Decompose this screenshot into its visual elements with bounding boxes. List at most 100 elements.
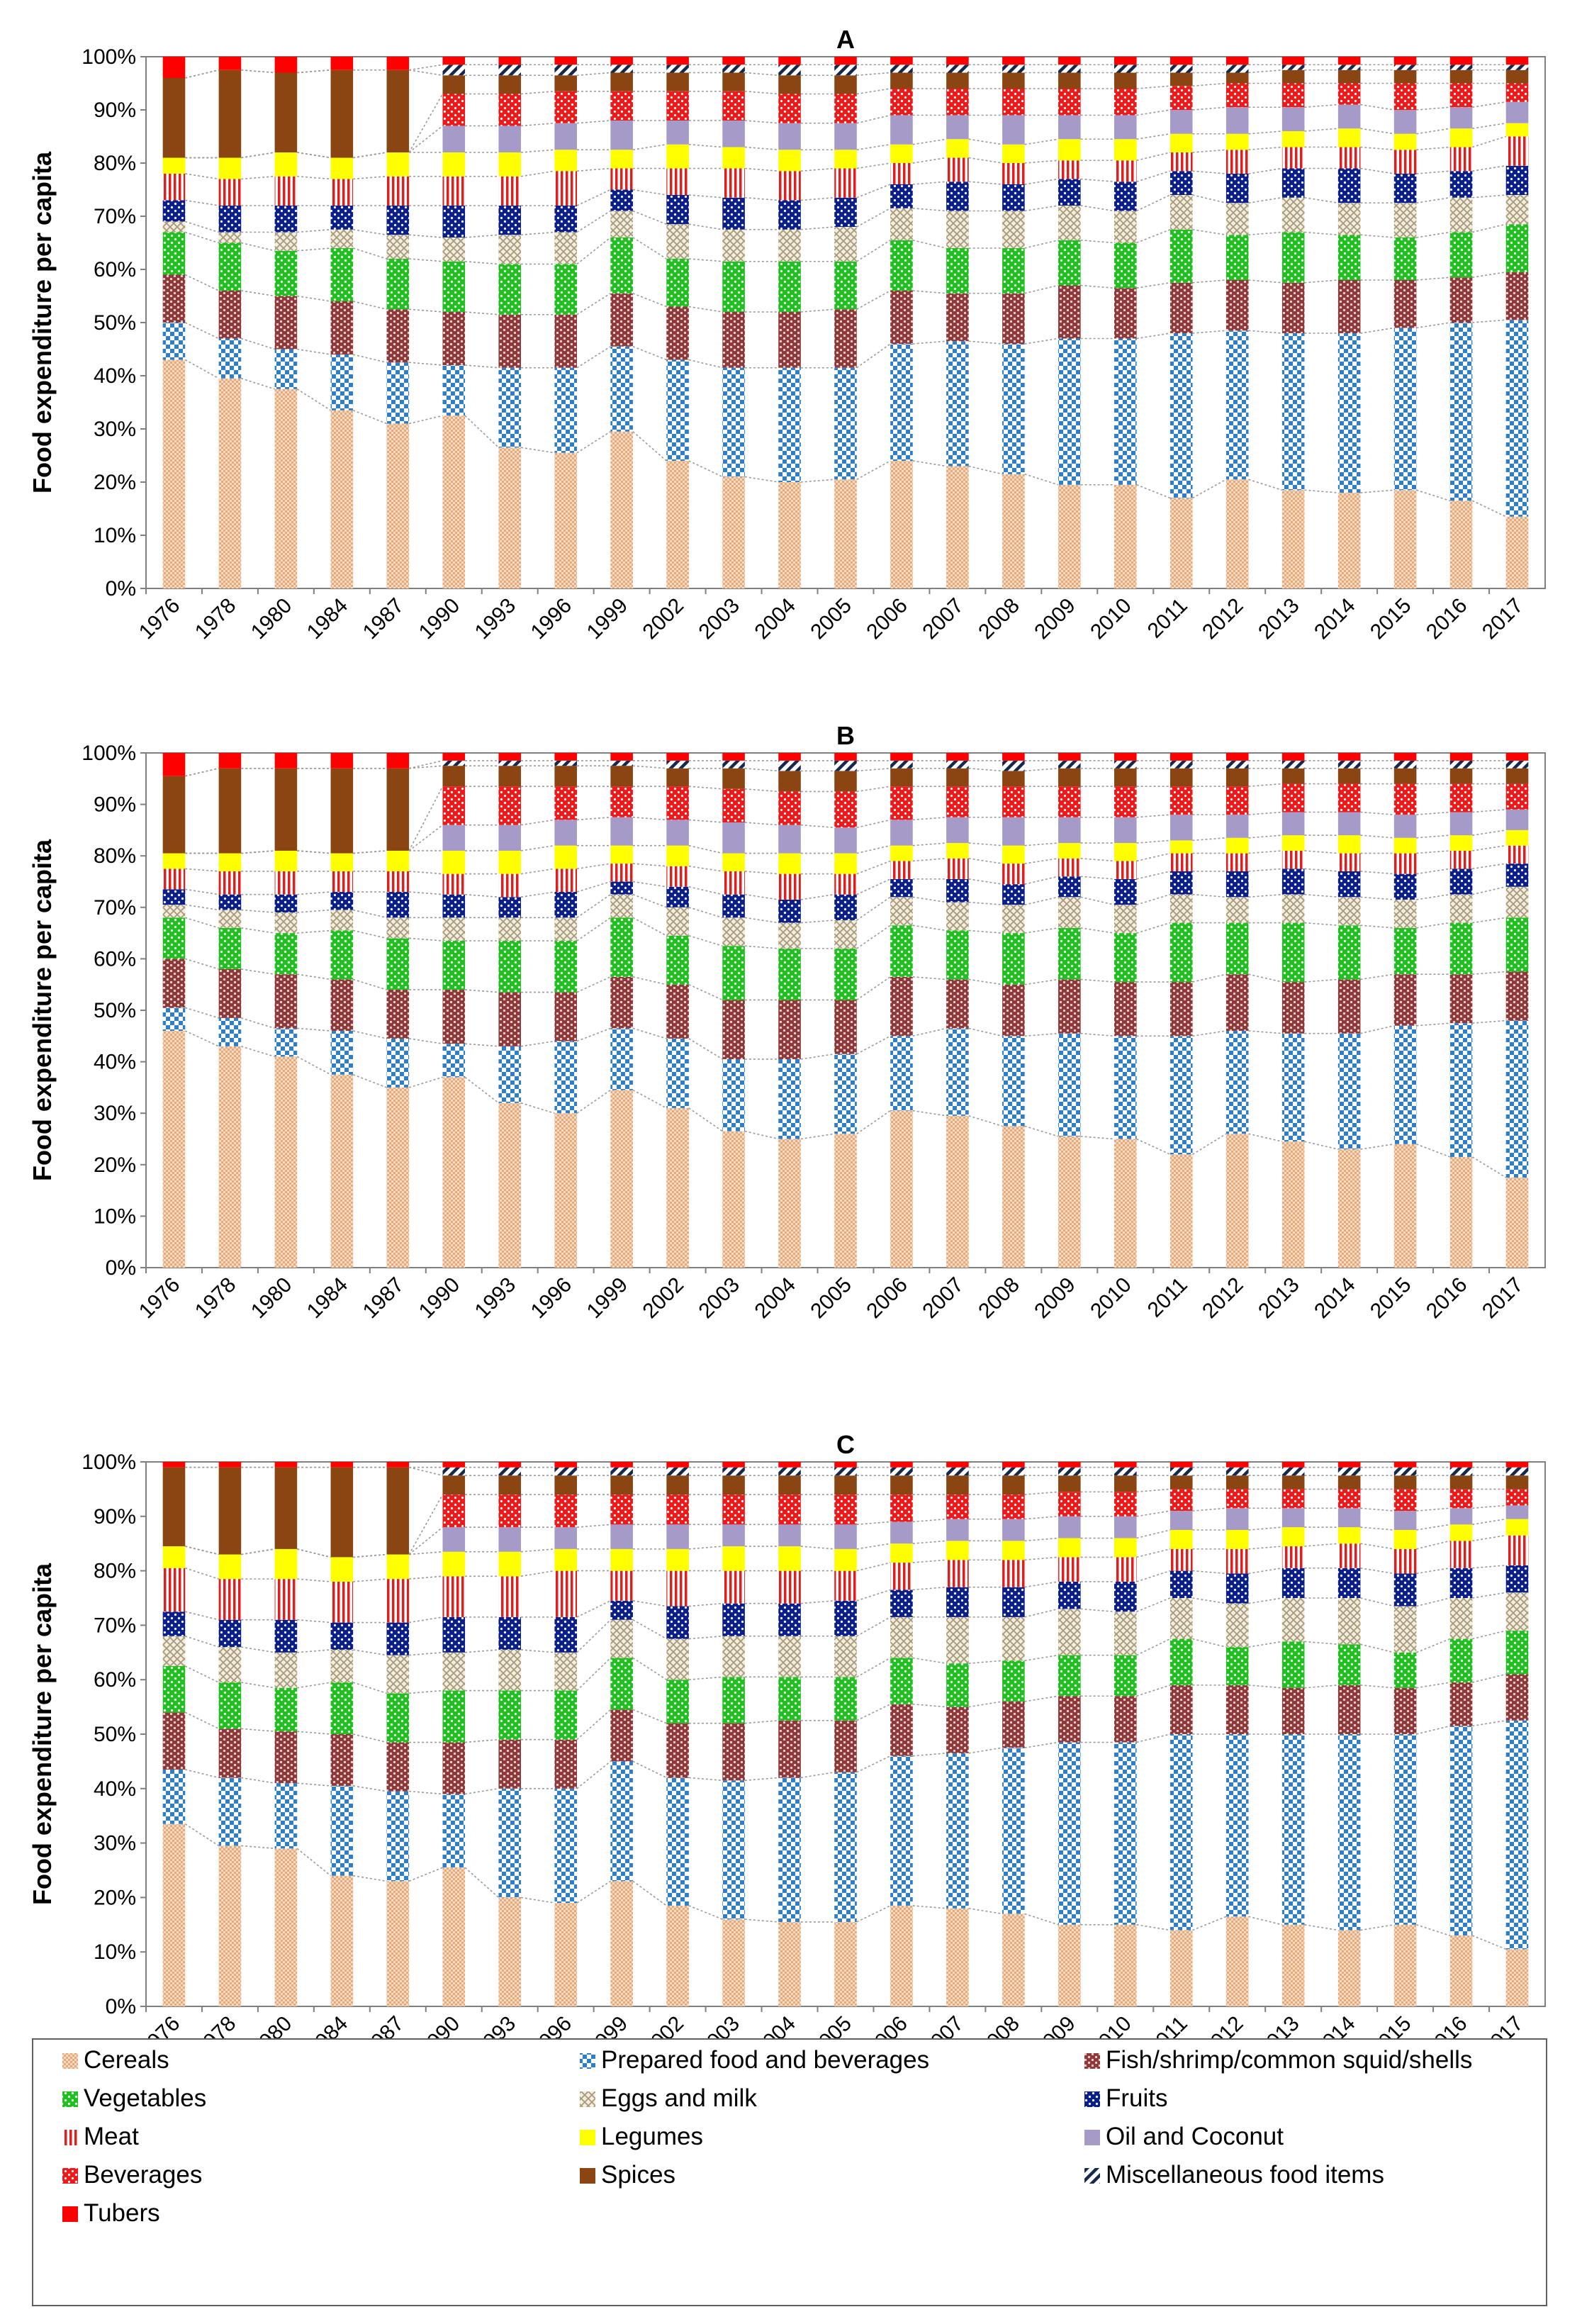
bar-segment-cereals — [610, 431, 633, 588]
bar-segment-meat — [1393, 1548, 1417, 1574]
bar-segment-cereals — [1225, 1916, 1249, 2006]
y-tick-label: 60% — [94, 1668, 136, 1692]
bar-segment-fish-shrimp-common-squid-shells — [946, 1706, 969, 1753]
bar-segment-beverages — [610, 786, 633, 817]
bar-segment-cereals — [1337, 493, 1361, 588]
bar-segment-vegetables — [1002, 933, 1025, 985]
bar-segment-prepared-food-and-beverages — [442, 1794, 466, 1868]
bar-segment-legumes — [1058, 843, 1081, 859]
bar-segment-vegetables — [1002, 1660, 1025, 1702]
bar-segment-miscellaneous-food-items — [442, 1467, 466, 1476]
bar-segment-spices — [1002, 1475, 1025, 1495]
bar-segment-legumes — [386, 850, 410, 871]
bar-segment-meat — [330, 1581, 354, 1623]
bar-segment-spices — [1169, 1475, 1193, 1490]
bar-segment-prepared-food-and-beverages — [1114, 1036, 1137, 1139]
bar-segment-spices — [1505, 69, 1529, 84]
bar-segment-fish-shrimp-common-squid-shells — [1337, 1685, 1361, 1734]
bar-segment-beverages — [1505, 783, 1529, 810]
bar-segment-eggs-and-milk — [1002, 905, 1025, 934]
bar-segment-fruits — [1337, 168, 1361, 203]
bar-segment-vegetables — [778, 948, 801, 1000]
bar-segment-fish-shrimp-common-squid-shells — [1281, 1687, 1305, 1734]
x-tick-label: 2004 — [750, 594, 800, 644]
bar-segment-tubers — [1114, 753, 1137, 761]
bar-segment-cereals — [1449, 1156, 1473, 1268]
bar-segment-fruits — [778, 200, 801, 230]
bar-segment-eggs-and-milk — [890, 208, 913, 240]
y-axis-label: Food expenditure per capita — [28, 151, 57, 493]
bar-segment-vegetables — [386, 938, 410, 990]
bar-segment-cereals — [778, 1921, 801, 2006]
bar-segment-eggs-and-milk — [1337, 1598, 1361, 1645]
bar-segment-eggs-and-milk — [1449, 1598, 1473, 1639]
bar-segment-legumes — [162, 157, 186, 174]
panel-title: A — [836, 25, 855, 54]
bar-segment-cereals — [330, 1875, 354, 2006]
panel-A: A Food expenditure per capita 0% 10% 20% 30% 4… — [28, 25, 1546, 644]
bar-segment-tubers — [778, 753, 801, 761]
bar-segment-prepared-food-and-beverages — [1505, 1020, 1529, 1178]
bar-segment-cereals — [1169, 498, 1193, 588]
bar-segment-miscellaneous-food-items — [666, 1467, 689, 1476]
bar-segment-fruits — [1169, 871, 1193, 895]
bar-segment-eggs-and-milk — [274, 912, 298, 934]
bar-segment-vegetables — [1169, 922, 1193, 983]
bar-segment-meat — [722, 168, 745, 198]
bar-segment-spices — [1058, 1475, 1081, 1492]
bar-segment-meat — [946, 157, 969, 182]
bar-segment-vegetables — [498, 940, 522, 993]
bar-segment-beverages — [722, 788, 745, 823]
bar-segment-tubers — [1058, 753, 1081, 761]
bar-segment-meat — [666, 1570, 689, 1607]
bar-segment-cereals — [722, 1131, 745, 1268]
bar-segment-fish-shrimp-common-squid-shells — [834, 309, 857, 368]
bar-segment-eggs-and-milk — [610, 1619, 633, 1658]
bar-segment-meat — [946, 1560, 969, 1587]
bar-segment-fish-shrimp-common-squid-shells — [1281, 982, 1305, 1034]
bar-segment-spices — [1225, 72, 1249, 84]
bar-segment-prepared-food-and-beverages — [834, 1772, 857, 1922]
bar-segment-eggs-and-milk — [162, 905, 186, 918]
bar-segment-legumes — [610, 150, 633, 169]
bar-segment-tubers — [1281, 753, 1305, 761]
bar-segment-legumes — [1281, 131, 1305, 147]
bar-segment-prepared-food-and-beverages — [554, 1788, 577, 1904]
bar-segment-vegetables — [1449, 232, 1473, 278]
bar-segment-meat — [1058, 160, 1081, 179]
bar-segment-vegetables — [1058, 927, 1081, 980]
bar-segment-legumes — [834, 150, 857, 169]
bar-segment-vegetables — [330, 930, 354, 980]
bar-segment-beverages — [890, 89, 913, 116]
bar-segment-beverages — [890, 786, 913, 820]
bar-segment-tubers — [554, 753, 577, 761]
x-tick-label: 2004 — [750, 1273, 800, 1324]
y-tick-label: 20% — [94, 1153, 136, 1177]
x-tick-label: 2002 — [639, 594, 689, 644]
bar-segment-cereals — [442, 1077, 466, 1268]
x-tick-label: 2017 — [1478, 594, 1528, 644]
bar-segment-meat — [554, 868, 577, 893]
bar-segment-cereals — [1002, 474, 1025, 588]
bar-segment-meat — [834, 168, 857, 198]
bar-segment-eggs-and-milk — [778, 1636, 801, 1677]
bar-segment-cereals — [834, 1134, 857, 1268]
bar-segment-meat — [162, 868, 186, 890]
bar-segment-miscellaneous-food-items — [778, 65, 801, 76]
panel-title: C — [836, 1430, 855, 1459]
bar-segment-oil-and-coconut — [442, 125, 466, 152]
bar-segment-oil-and-coconut — [722, 121, 745, 147]
bar-segment-vegetables — [946, 930, 969, 980]
y-tick-label: 30% — [94, 418, 136, 441]
bar-segment-tubers — [666, 1462, 689, 1468]
bar-segment-beverages — [1393, 83, 1417, 110]
bar-segment-legumes — [1393, 1530, 1417, 1549]
bar-segment-beverages — [442, 1495, 466, 1528]
bar-segment-miscellaneous-food-items — [778, 1467, 801, 1476]
bar-segment-meat — [386, 176, 410, 206]
bar-segment-beverages — [1393, 1489, 1417, 1512]
bar-segment-tubers — [1505, 1462, 1529, 1468]
legend-item: Meat — [62, 2123, 139, 2150]
bar-segment-beverages — [666, 786, 689, 820]
bar-segment-meat — [1114, 861, 1137, 879]
